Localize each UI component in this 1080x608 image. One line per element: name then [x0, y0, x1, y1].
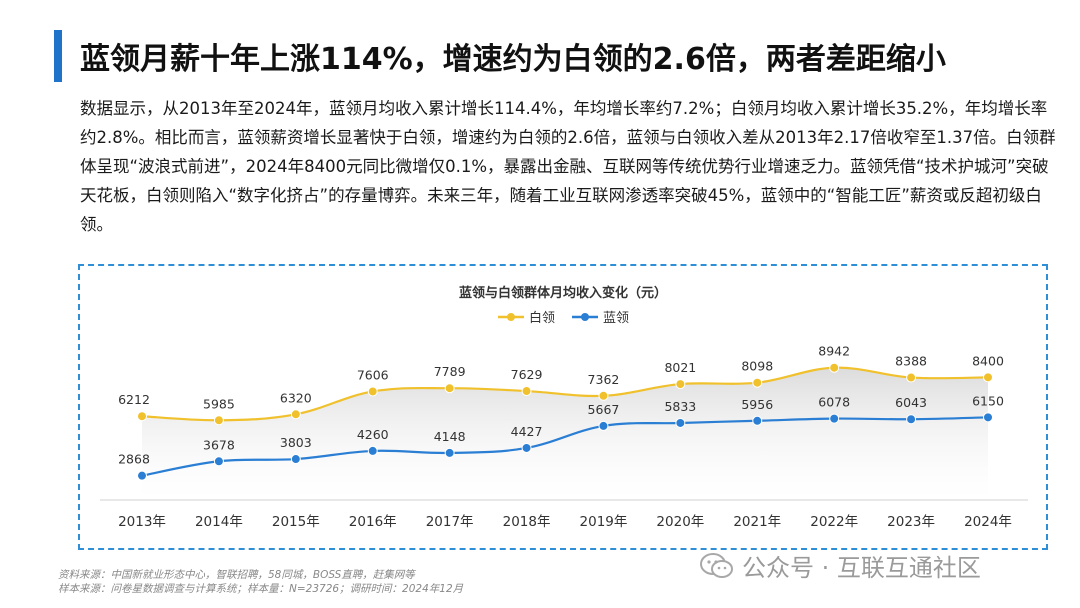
- white-collar-point: [983, 372, 993, 383]
- description-paragraph: 数据显示，从2013年至2024年，蓝领月均收入累计增长114.4%，年均增长率…: [80, 99, 1056, 234]
- blue-collar-point: [598, 420, 609, 431]
- white-collar-point: [521, 386, 532, 397]
- chart-legend: 白领 蓝领: [498, 310, 629, 326]
- white-collar-point: [906, 372, 917, 383]
- watermark: 公众号 · 互联互通社区: [700, 548, 981, 583]
- legend-marker: [507, 313, 515, 321]
- x-tick-label: 2023年: [887, 514, 935, 530]
- white-collar-data-label: 8021: [664, 360, 696, 375]
- white-collar-point: [213, 415, 224, 426]
- blue-collar-point: [521, 442, 532, 453]
- blue-collar-point: [213, 456, 224, 467]
- blue-collar-point: [290, 454, 301, 465]
- blue-collar-data-label: 4427: [511, 424, 543, 439]
- chart-container: [78, 264, 1048, 550]
- legend-label: 白领: [529, 310, 555, 326]
- white-collar-point: [137, 411, 147, 422]
- blue-collar-point: [906, 414, 917, 425]
- blue-collar-point: [137, 470, 147, 481]
- white-collar-area: [142, 367, 988, 500]
- white-collar-point: [290, 409, 301, 420]
- wechat-icon: [700, 552, 734, 580]
- blue-collar-point: [829, 413, 840, 424]
- x-tick-label: 2013年: [118, 514, 166, 530]
- blue-collar-point: [367, 445, 378, 456]
- white-collar-data-label: 7362: [588, 372, 620, 387]
- legend-marker: [581, 313, 589, 321]
- white-collar-data-label: 8098: [741, 359, 773, 374]
- white-collar-point: [444, 383, 455, 394]
- title-accent-bar: [54, 30, 62, 82]
- blue-collar-point: [983, 412, 993, 423]
- white-collar-point: [675, 379, 686, 390]
- blue-collar-point: [444, 447, 455, 458]
- chart-title: 蓝领与白领群体月均收入变化（元）: [459, 285, 667, 301]
- blue-collar-point: [675, 417, 686, 428]
- x-tick-label: 2015年: [272, 514, 320, 530]
- watermark-text: 公众号 · 互联互通社区: [742, 554, 981, 582]
- blue-collar-data-label: 3678: [203, 437, 235, 452]
- white-collar-data-label: 6212: [118, 392, 150, 407]
- blue-collar-data-label: 5667: [588, 402, 620, 417]
- white-collar-point: [829, 362, 840, 373]
- white-collar-data-label: 8942: [818, 344, 850, 359]
- blue-collar-line: [141, 416, 989, 477]
- white-collar-line: [141, 366, 989, 422]
- x-tick-label: 2014年: [195, 514, 243, 530]
- blue-collar-point: [752, 415, 763, 426]
- white-collar-data-label: 6320: [280, 390, 312, 405]
- blue-collar-data-label: 6078: [818, 395, 850, 410]
- x-tick-label: 2021年: [733, 514, 781, 530]
- blue-collar-data-label: 5956: [741, 397, 773, 412]
- page-title: 蓝领月薪十年上涨114%，增速约为白领的2.6倍，两者差距缩小: [80, 42, 946, 77]
- source-note: 资料来源：中国新就业形态中心，智联招聘，58同城，BOSS直聘，赶集网等: [58, 569, 415, 581]
- white-collar-data-label: 8400: [972, 353, 1004, 368]
- x-tick-label: 2019年: [580, 514, 628, 530]
- footer-sources: 资料来源：中国新就业形态中心，智联招聘，58同城，BOSS直聘，赶集网等 样本来…: [58, 568, 463, 596]
- blue-collar-data-label: 6043: [895, 395, 927, 410]
- legend-item: 蓝领: [572, 311, 629, 326]
- x-tick-label: 2020年: [656, 514, 704, 530]
- blue-collar-data-label: 3803: [280, 435, 312, 450]
- blue-collar-data-label: 4260: [357, 427, 389, 442]
- white-collar-point: [598, 390, 609, 401]
- legend-item: 白领: [498, 310, 555, 326]
- blue-collar-data-label: 4148: [434, 429, 466, 444]
- white-collar-data-label: 7789: [434, 364, 466, 379]
- legend-label: 蓝领: [603, 311, 629, 326]
- white-collar-data-label: 8388: [895, 354, 927, 369]
- white-collar-data-label: 7606: [357, 367, 389, 382]
- x-tick-label: 2017年: [426, 514, 474, 530]
- blue-collar-data-label: 5833: [664, 399, 696, 414]
- sample-note: 样本来源：问卷星数据调查与计算系统；样本量：N=23726；调研时间：2024年…: [58, 583, 464, 595]
- x-tick-label: 2024年: [964, 514, 1012, 530]
- blue-collar-data-label: 2868: [118, 452, 150, 467]
- blue-collar-data-label: 6150: [972, 393, 1004, 408]
- white-collar-data-label: 5985: [203, 396, 235, 411]
- white-collar-point: [752, 377, 763, 388]
- x-tick-label: 2018年: [503, 514, 551, 530]
- x-tick-label: 2022年: [810, 514, 858, 530]
- white-collar-point: [367, 386, 378, 397]
- white-collar-data-label: 7629: [511, 367, 543, 382]
- x-tick-label: 2016年: [349, 514, 397, 530]
